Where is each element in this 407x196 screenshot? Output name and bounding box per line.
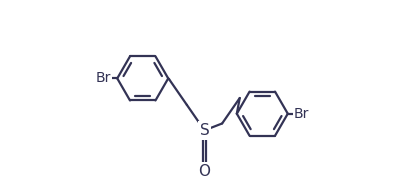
Text: O: O	[199, 164, 210, 179]
Text: S: S	[199, 123, 209, 138]
Text: Br: Br	[96, 71, 112, 85]
Text: Br: Br	[294, 107, 309, 121]
